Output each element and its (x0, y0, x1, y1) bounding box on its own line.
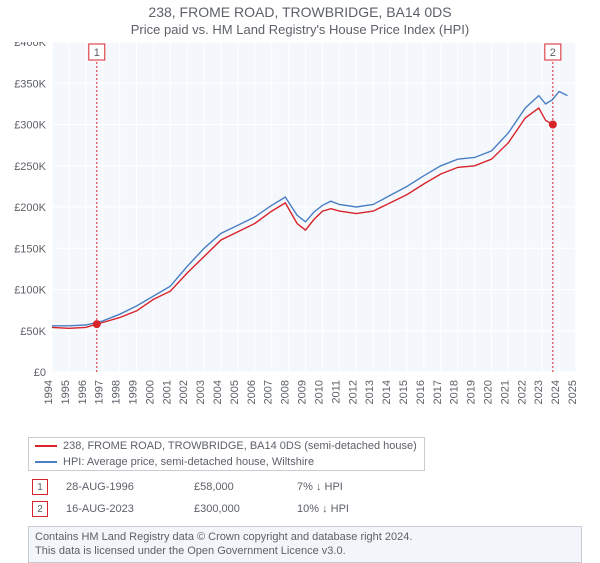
svg-text:2008: 2008 (280, 380, 292, 404)
event-row: 1 28-AUG-1996 £58,000 7% ↓ HPI (28, 476, 572, 498)
svg-text:2015: 2015 (398, 380, 410, 404)
svg-text:2001: 2001 (161, 380, 173, 404)
credit-line1: Contains HM Land Registry data © Crown c… (35, 530, 575, 544)
svg-text:2004: 2004 (212, 380, 224, 404)
svg-text:£100K: £100K (14, 285, 46, 297)
svg-text:£0: £0 (34, 367, 46, 379)
svg-text:2007: 2007 (263, 380, 275, 404)
svg-text:2021: 2021 (499, 380, 511, 404)
credit-line2: This data is licensed under the Open Gov… (35, 544, 575, 558)
svg-text:2012: 2012 (347, 380, 359, 404)
chart-title-line1: 238, FROME ROAD, TROWBRIDGE, BA14 0DS (0, 4, 600, 20)
svg-text:2010: 2010 (313, 380, 325, 404)
svg-text:2006: 2006 (246, 380, 258, 404)
svg-text:2017: 2017 (432, 380, 444, 404)
svg-text:2022: 2022 (516, 380, 528, 404)
svg-text:1996: 1996 (77, 380, 89, 404)
svg-text:£50K: £50K (20, 326, 46, 338)
event-row: 2 16-AUG-2023 £300,000 10% ↓ HPI (28, 498, 572, 520)
svg-text:2011: 2011 (330, 380, 342, 404)
event-date: 28-AUG-1996 (66, 481, 176, 493)
svg-text:1: 1 (94, 47, 100, 59)
svg-text:2003: 2003 (195, 380, 207, 404)
chart-title-line2: Price paid vs. HM Land Registry's House … (0, 22, 600, 37)
event-pct: 10% ↓ HPI (297, 503, 407, 515)
svg-text:2: 2 (550, 47, 556, 59)
svg-text:1995: 1995 (60, 380, 72, 404)
svg-text:£200K: £200K (14, 202, 46, 214)
svg-text:2013: 2013 (364, 380, 376, 404)
svg-text:2020: 2020 (482, 380, 494, 404)
svg-text:1998: 1998 (111, 380, 123, 404)
svg-text:£300K: £300K (14, 120, 46, 132)
svg-text:2005: 2005 (229, 380, 241, 404)
svg-text:2016: 2016 (415, 380, 427, 404)
event-date: 16-AUG-2023 (66, 503, 176, 515)
svg-text:2000: 2000 (144, 380, 156, 404)
svg-text:2024: 2024 (550, 380, 562, 404)
svg-text:£400K: £400K (14, 42, 46, 49)
legend-label-hpi: HPI: Average price, semi-detached house,… (63, 456, 314, 468)
svg-text:2019: 2019 (466, 380, 478, 404)
credit-box: Contains HM Land Registry data © Crown c… (28, 526, 582, 563)
legend-label-property: 238, FROME ROAD, TROWBRIDGE, BA14 0DS (s… (63, 440, 417, 452)
legend-swatch-hpi (35, 461, 57, 463)
svg-text:£350K: £350K (14, 78, 46, 90)
svg-text:£250K: £250K (14, 161, 46, 173)
chart-area: £0 £50K £100K £150K £200K £250K £300K £350K £400… (0, 42, 600, 422)
svg-text:2025: 2025 (567, 380, 579, 404)
event-pct: 7% ↓ HPI (297, 481, 407, 493)
svg-text:2002: 2002 (178, 380, 190, 404)
event-price: £300,000 (194, 503, 279, 515)
legend-swatch-property (35, 445, 57, 447)
svg-text:1997: 1997 (94, 380, 106, 404)
svg-text:1994: 1994 (43, 380, 55, 404)
svg-text:£150K: £150K (14, 243, 46, 255)
legend: 238, FROME ROAD, TROWBRIDGE, BA14 0DS (s… (28, 437, 425, 471)
svg-text:2023: 2023 (533, 380, 545, 404)
svg-text:2014: 2014 (381, 380, 393, 404)
event-price: £58,000 (194, 481, 279, 493)
events-table: 1 28-AUG-1996 £58,000 7% ↓ HPI2 16-AUG-2… (28, 476, 572, 520)
svg-text:1999: 1999 (128, 380, 140, 404)
event-badge: 1 (32, 479, 48, 495)
event-badge: 2 (32, 501, 48, 517)
svg-text:2018: 2018 (449, 380, 461, 404)
svg-text:2009: 2009 (297, 380, 309, 404)
